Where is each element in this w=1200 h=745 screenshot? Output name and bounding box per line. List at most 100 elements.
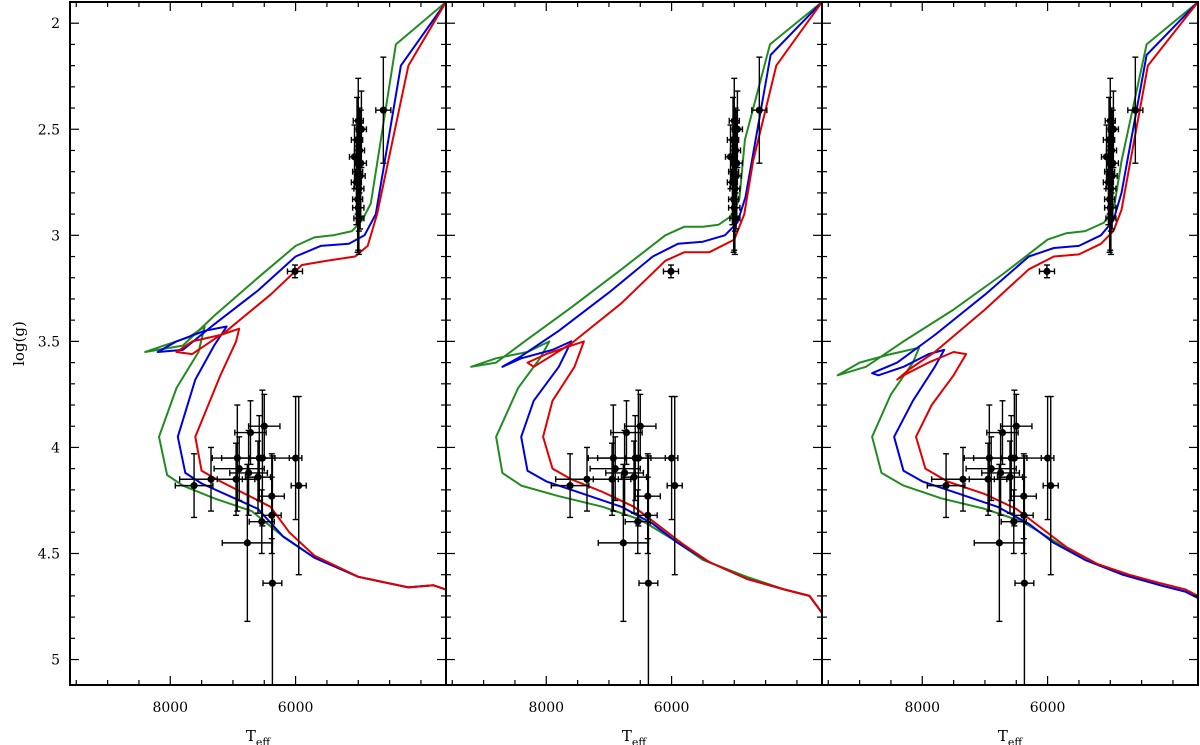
data-point — [972, 414, 1050, 502]
y-axis-label: log(g) — [10, 321, 28, 366]
star-marker — [1020, 579, 1029, 587]
star-marker — [258, 518, 266, 526]
x-tick-label: 8000 — [528, 700, 564, 716]
star-marker — [190, 482, 198, 490]
star-marker — [379, 106, 387, 114]
star-marker — [667, 267, 675, 275]
star-marker — [959, 475, 967, 483]
star-points — [174, 56, 392, 685]
y-tick-label: 4.5 — [38, 546, 60, 562]
x-axis-label: Teff — [246, 727, 272, 745]
data-point — [926, 453, 966, 519]
star-marker — [255, 454, 263, 462]
data-point — [1040, 395, 1055, 521]
data-point — [1042, 395, 1059, 576]
star-marker — [207, 475, 215, 483]
x-axis-label: Teff — [622, 727, 648, 745]
red-isochrone-line — [526, 2, 822, 614]
star-points — [926, 56, 1144, 685]
data-point — [729, 181, 741, 256]
data-point — [290, 395, 307, 576]
star-marker — [268, 579, 277, 587]
star-marker — [566, 482, 574, 490]
star-marker — [1044, 454, 1052, 462]
data-point — [999, 393, 1033, 459]
star-marker — [355, 214, 363, 222]
star-marker — [630, 473, 638, 481]
panel-3: 8000 6000 Teff — [821, 1, 1199, 745]
star-marker — [1010, 518, 1018, 526]
panel-1: 8000 6000 Teff 2 2.5 3 3.5 4 4.5 5 log(g) — [10, 1, 447, 745]
data-point — [666, 395, 683, 576]
data-point — [1105, 181, 1117, 256]
blue-isochrone-line — [501, 2, 822, 614]
x-tick-label: 8000 — [152, 700, 188, 716]
star-marker — [1043, 267, 1051, 275]
data-point — [1014, 455, 1035, 685]
data-point — [375, 56, 392, 164]
star-marker — [1131, 106, 1139, 114]
x-tick-label: 6000 — [654, 700, 690, 716]
data-point — [262, 455, 283, 685]
green-isochrone-line — [836, 2, 1198, 599]
data-point — [354, 122, 366, 230]
star-marker — [611, 465, 619, 473]
star-marker — [254, 473, 262, 481]
star-marker — [291, 267, 299, 275]
x-tick-label: 6000 — [278, 700, 314, 716]
data-point — [221, 463, 274, 623]
star-marker — [1107, 214, 1115, 222]
data-point — [1127, 56, 1144, 164]
star-marker — [292, 454, 300, 462]
star-marker — [631, 454, 639, 462]
star-marker — [942, 482, 950, 490]
star-marker — [644, 579, 653, 587]
data-point — [965, 436, 1017, 502]
blue-isochrone-line — [871, 2, 1198, 599]
blue-isochrone-line — [156, 2, 446, 591]
data-point — [220, 414, 298, 502]
star-marker — [1047, 482, 1055, 490]
data-point — [973, 463, 1026, 623]
data-point — [174, 453, 214, 519]
data-point — [664, 395, 679, 521]
star-marker — [243, 539, 251, 547]
star-marker — [1007, 454, 1015, 462]
data-point — [662, 264, 680, 279]
red-isochrone-line — [175, 2, 446, 591]
star-marker — [583, 475, 591, 483]
red-isochrone-line — [896, 2, 1198, 597]
data-point — [288, 395, 303, 521]
isochrones — [836, 2, 1198, 599]
star-marker — [235, 465, 243, 473]
data-point — [620, 440, 648, 514]
data-point — [597, 463, 650, 623]
x-tick-label: 6000 — [1030, 700, 1066, 716]
data-point — [213, 436, 265, 502]
star-marker — [619, 539, 627, 547]
y-tick-label: 4 — [51, 440, 60, 456]
star-marker — [987, 465, 995, 473]
data-point — [247, 393, 281, 459]
y-tick-label: 2 — [51, 16, 60, 32]
data-point — [353, 181, 365, 256]
data-point — [751, 56, 768, 164]
data-point — [554, 446, 620, 512]
data-point — [930, 446, 996, 512]
star-marker — [731, 214, 739, 222]
y-tick-label: 2.5 — [38, 122, 60, 138]
panel-2: 8000 6000 Teff — [445, 1, 823, 745]
star-marker — [755, 106, 763, 114]
star-marker — [634, 518, 642, 526]
plot-frame — [821, 1, 1199, 686]
star-marker — [995, 539, 1003, 547]
y-tick-label: 5 — [51, 653, 60, 669]
y-tick-label: 3 — [51, 228, 60, 244]
star-marker — [1006, 473, 1014, 481]
x-tick-label: 8000 — [904, 700, 940, 716]
star-marker — [671, 482, 679, 490]
data-point — [178, 446, 244, 512]
data-point — [638, 455, 659, 685]
star-marker — [668, 454, 676, 462]
